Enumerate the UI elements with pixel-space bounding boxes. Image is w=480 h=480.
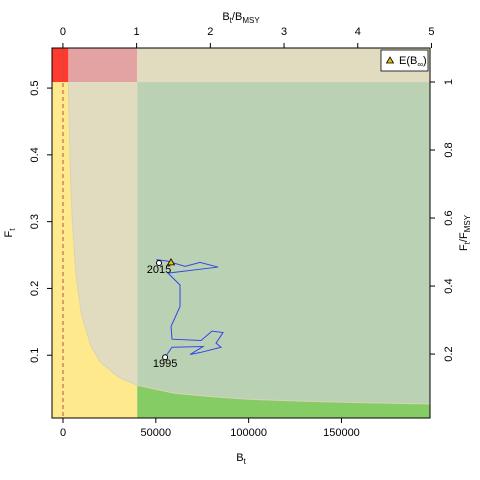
region-pink bbox=[68, 48, 138, 83]
x2-axis-title-part: t bbox=[230, 16, 233, 25]
x-axis-title-part: t bbox=[244, 457, 247, 466]
y-tick-label: 0.5 bbox=[29, 80, 41, 95]
y2-axis-title-part: MSY bbox=[463, 214, 472, 232]
legend-box bbox=[380, 49, 429, 72]
x2-tick-label: 0 bbox=[60, 26, 66, 38]
x2-axis-title: Bt/BMSY bbox=[222, 11, 260, 25]
x-axis-title: Bt bbox=[236, 452, 246, 466]
region-green bbox=[137, 82, 430, 418]
y2-axis-title-part: F bbox=[458, 244, 470, 251]
x2-tick-label: 1 bbox=[134, 26, 140, 38]
y-axis-title-part: t bbox=[8, 228, 17, 231]
y-tick-label: 0.2 bbox=[29, 281, 41, 296]
y2-axis-title-part: t bbox=[463, 241, 472, 244]
legend-marker bbox=[385, 56, 395, 64]
y2-tick-label: 0.6 bbox=[443, 210, 455, 225]
equilibrium-marker bbox=[166, 258, 176, 266]
x-axis-title-part: B bbox=[236, 452, 243, 464]
region-yellow bbox=[52, 82, 138, 418]
plot-area bbox=[52, 48, 430, 418]
x2-axis-title-part: /B bbox=[232, 11, 242, 23]
x-tick-label: 50000 bbox=[141, 427, 172, 439]
legend-label-part: E(B bbox=[399, 55, 417, 67]
x-tick-label: 100000 bbox=[230, 427, 267, 439]
legend-label-part: ) bbox=[423, 55, 427, 67]
legend-label: E(B∞) bbox=[399, 55, 427, 69]
y2-axis-title-part: /F bbox=[458, 232, 470, 242]
y2-tick-label: 1 bbox=[443, 79, 455, 85]
x2-tick-label: 2 bbox=[207, 26, 213, 38]
y-tick-label: 0.1 bbox=[29, 348, 41, 363]
y-tick-label: 0.3 bbox=[29, 214, 41, 229]
x2-tick-label: 4 bbox=[355, 26, 361, 38]
y2-tick-label: 0.2 bbox=[443, 346, 455, 361]
region-red bbox=[52, 48, 69, 83]
x-tick-label: 150000 bbox=[323, 427, 360, 439]
y2-tick-label: 0.4 bbox=[443, 278, 455, 293]
x2-tick-label: 5 bbox=[428, 26, 434, 38]
plot-frame bbox=[51, 47, 431, 419]
x2-tick-label: 3 bbox=[281, 26, 287, 38]
y2-axis-title: Ft/FMSY bbox=[458, 214, 472, 251]
y-axis-title-part: F bbox=[3, 230, 15, 237]
trajectory-end-point bbox=[156, 260, 163, 267]
x2-axis-title-part: MSY bbox=[242, 16, 260, 25]
y2-tick-label: 0.8 bbox=[443, 142, 455, 157]
boundary-curve bbox=[67, 82, 430, 405]
x2-axis-title-part: B bbox=[222, 11, 229, 23]
trajectory-end-point bbox=[162, 354, 169, 361]
year-label: 1995 bbox=[153, 358, 177, 370]
y-tick-label: 0.4 bbox=[29, 147, 41, 162]
x-tick-label: 0 bbox=[60, 427, 66, 439]
region-bright-green bbox=[137, 385, 430, 418]
y-axis-title: Ft bbox=[3, 228, 17, 238]
year-label: 2015 bbox=[147, 264, 171, 276]
legend-label-part: ∞ bbox=[417, 60, 423, 69]
trajectory bbox=[156, 259, 224, 358]
